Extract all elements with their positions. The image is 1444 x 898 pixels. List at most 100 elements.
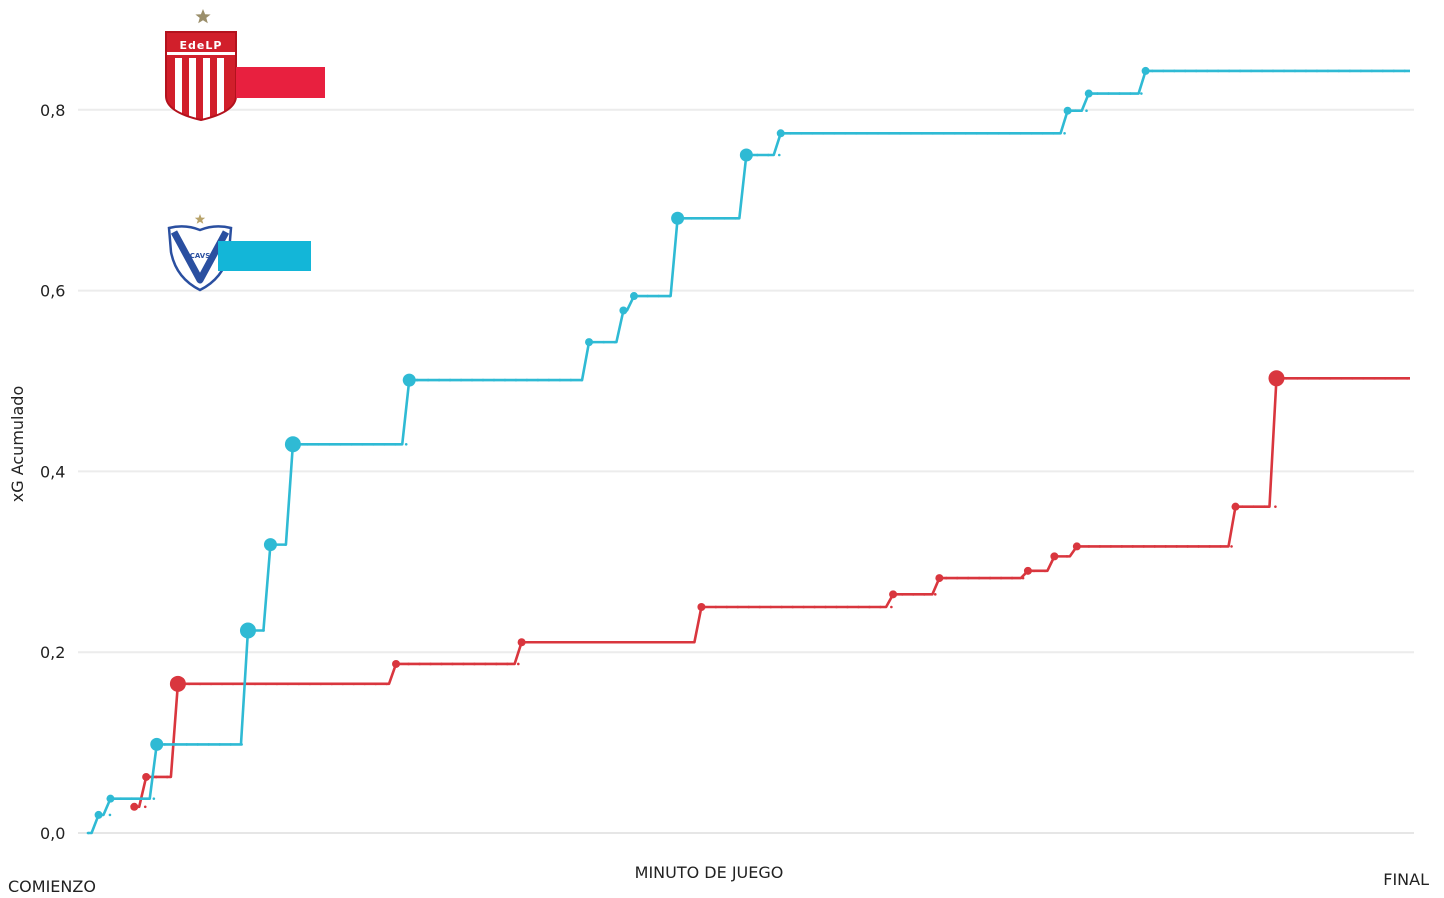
minute-dot: [1318, 376, 1321, 380]
series-velez: [86, 66, 1410, 835]
minute-dot: [1153, 545, 1157, 548]
minute-dot: [593, 640, 597, 644]
shot-marker: [1268, 370, 1285, 387]
minute-dot: [843, 132, 847, 135]
minute-dot: [218, 743, 221, 746]
minute-dot: [1271, 69, 1275, 73]
minute-dot: [451, 662, 454, 666]
minute-dot: [415, 378, 419, 382]
minute-dot: [569, 378, 573, 382]
minute-dot: [920, 132, 924, 135]
minute-dot: [933, 593, 937, 596]
minute-dot: [613, 340, 616, 344]
minute-dot: [108, 813, 112, 817]
minute-dot: [799, 132, 803, 135]
minute-dot: [1129, 92, 1132, 95]
minute-dot: [240, 743, 243, 746]
minute-dot: [198, 682, 202, 686]
minute-dot: [330, 682, 334, 686]
minute-dot: [813, 605, 816, 609]
minute-dot: [747, 605, 751, 609]
minute-dot: [1021, 576, 1025, 580]
minute-dot: [143, 805, 147, 809]
minute-dot: [1109, 545, 1113, 548]
minute-dot: [659, 640, 663, 644]
minute-dot: [975, 132, 979, 135]
minute-dot: [284, 543, 287, 546]
minute-dot: [657, 294, 660, 298]
minute-dot: [514, 378, 518, 382]
x-axis-title: MINUTO DE JUEGO: [635, 863, 784, 882]
minute-dot: [560, 640, 564, 644]
minute-dot: [339, 442, 342, 446]
minute-dot: [966, 576, 970, 580]
shot-marker: [263, 538, 277, 552]
minute-dot: [286, 682, 290, 686]
legend-color-bar-estudiantes: [236, 67, 325, 98]
minute-dot: [1186, 545, 1189, 548]
minute-dot: [1219, 545, 1222, 548]
minute-dot: [1249, 69, 1253, 73]
minute-dot: [1359, 69, 1363, 73]
minute-dot: [953, 132, 957, 135]
minute-dot: [154, 775, 158, 779]
minute-dot: [821, 132, 825, 135]
shot-marker: [142, 772, 151, 781]
minute-dot: [997, 132, 1001, 135]
estudiantes-shield-icon: EdeLP: [165, 31, 237, 122]
minute-dot: [1307, 376, 1310, 380]
minute-dot: [385, 682, 388, 686]
minute-dot: [437, 378, 441, 382]
shot-marker: [619, 306, 628, 315]
minute-dot: [626, 640, 630, 644]
minute-dot: [646, 294, 649, 298]
minute-dot: [517, 662, 520, 666]
minute-dot: [1087, 545, 1091, 548]
minute-dot: [1043, 569, 1047, 573]
minute-dot: [1010, 576, 1014, 580]
minute-dot: [152, 797, 156, 800]
minute-dot: [898, 132, 902, 135]
y-tick-label: 0,6: [40, 282, 65, 301]
minute-dot: [1107, 92, 1110, 95]
minute-dot: [670, 640, 674, 644]
minute-dot: [549, 640, 553, 644]
minute-dot: [187, 682, 191, 686]
minute-dot: [492, 378, 496, 382]
minute-dot: [922, 593, 926, 596]
minute-dot: [407, 662, 410, 666]
minute-dot: [901, 593, 904, 596]
minute-dot: [536, 378, 540, 382]
minute-dot: [1175, 545, 1178, 548]
minute-dot: [484, 662, 487, 666]
y-tick-labels: 0,0 0,2 0,4 0,6 0,8: [40, 101, 65, 843]
y-tick-label: 0,0: [40, 824, 65, 843]
minute-dot: [350, 442, 353, 446]
minute-dot: [1282, 69, 1286, 73]
minute-dot: [440, 662, 443, 666]
minute-dot: [1008, 132, 1011, 135]
minute-dot: [758, 605, 762, 609]
shot-marker: [106, 794, 115, 803]
minute-dot: [865, 132, 869, 135]
shot-marker: [1023, 566, 1032, 575]
minute-dot: [352, 682, 356, 686]
minute-dot: [1296, 376, 1299, 380]
minute-dot: [306, 442, 309, 446]
minute-dot: [341, 682, 345, 686]
minute-dot: [1052, 132, 1055, 135]
shot-marker: [739, 148, 753, 162]
minute-dot: [264, 682, 268, 686]
minute-dot: [119, 797, 123, 800]
minute-dot: [207, 743, 210, 746]
minute-dot: [1197, 545, 1200, 548]
minute-dot: [165, 775, 169, 779]
minute-dot: [231, 682, 235, 686]
minute-dot: [1304, 69, 1308, 73]
minute-dot: [942, 132, 946, 135]
legend-estudiantes: EdeLP: [165, 9, 325, 122]
minute-dot: [1328, 376, 1332, 380]
minute-dot: [1172, 69, 1176, 73]
minute-dot: [371, 442, 375, 446]
minute-dot: [130, 797, 134, 800]
